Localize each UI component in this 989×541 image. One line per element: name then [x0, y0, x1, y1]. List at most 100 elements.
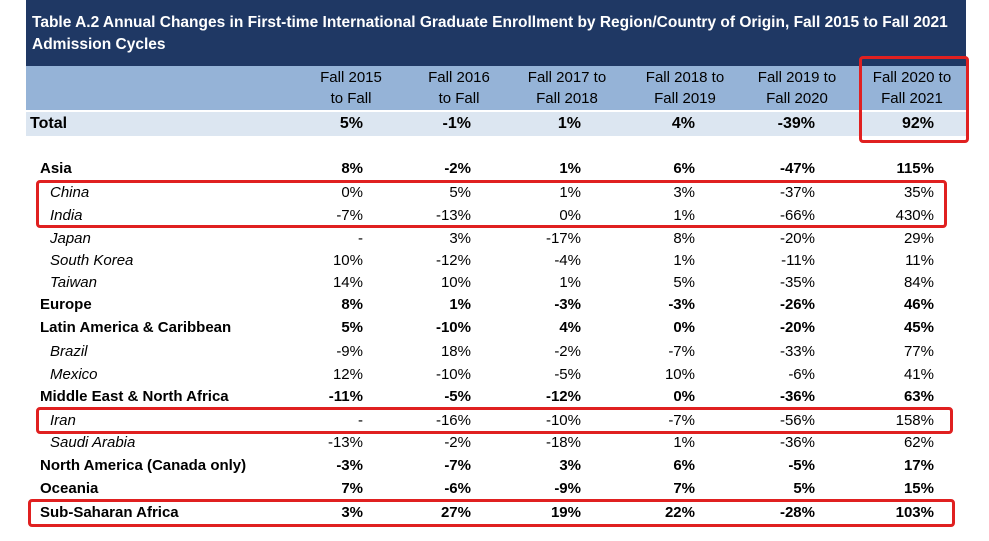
cell-value: -7% [668, 343, 695, 360]
highlight-box-sub-saharan-africa [28, 499, 955, 527]
row-label: India [50, 207, 83, 224]
cell-value: -36% [779, 434, 815, 451]
cell-value: -10% [435, 366, 471, 383]
cell-value: 1% [557, 115, 581, 132]
table-row: China 0% 5% 1% 3% -37% 35% [26, 181, 966, 204]
cell-value: 4% [559, 319, 581, 336]
cell-value: -7% [668, 412, 695, 429]
cell-value: -4% [554, 252, 581, 269]
column-header-line: Fall 2018 [536, 90, 598, 107]
cell-value: 103% [895, 504, 934, 521]
column-header-line: Fall 2016 [428, 69, 490, 86]
cell-value: 46% [903, 296, 934, 313]
column-header-row: Fall 2015 to Fall Fall 2016 to Fall Fall… [26, 66, 966, 110]
cell-value: -13% [327, 434, 363, 451]
cell-value: 63% [903, 388, 934, 405]
cell-value: -6% [788, 366, 815, 383]
column-header: Fall 2018 to Fall 2019 [630, 66, 740, 110]
cell-value: -66% [779, 207, 815, 224]
cell-value: 115% [896, 160, 934, 177]
cell-value: -20% [779, 230, 815, 247]
cell-value: 4% [671, 115, 695, 132]
table-row: India -7% -13% 0% 1% -66% 430% [26, 204, 966, 227]
highlight-box-china-india [36, 180, 947, 228]
table-row: Japan - 3% -17% 8% -20% 29% [26, 227, 966, 250]
row-label: Brazil [50, 343, 88, 360]
table-row: Mexico 12% -10% -5% 10% -6% 41% [26, 363, 966, 386]
row-label: North America (Canada only) [40, 457, 247, 474]
cell-value: 1% [559, 274, 581, 291]
cell-value: 1% [449, 296, 471, 313]
table-row: Asia 8% -2% 1% 6% -47% 115% [26, 157, 966, 180]
cell-value: 8% [673, 230, 695, 247]
highlight-box-iran [36, 407, 953, 434]
cell-value: -35% [779, 274, 815, 291]
cell-value: 84% [903, 274, 934, 291]
cell-value: 5% [339, 115, 363, 132]
cell-value: -3% [668, 296, 695, 313]
cell-value: 18% [440, 343, 471, 360]
row-label: South Korea [50, 252, 134, 269]
cell-value: 0% [673, 388, 695, 405]
row-label: Mexico [50, 366, 98, 383]
cell-value: 0% [341, 184, 363, 201]
cell-value: 7% [341, 480, 363, 497]
table-row: Iran - -16% -10% -7% -56% 158% [26, 409, 966, 432]
column-header: Fall 2015 to Fall [296, 66, 406, 110]
column-header: Fall 2019 to Fall 2020 [742, 66, 852, 110]
cell-value: 11% [905, 252, 934, 269]
row-label: Japan [50, 230, 91, 247]
cell-value: 1% [559, 184, 581, 201]
cell-value: -13% [435, 207, 471, 224]
cell-value: 3% [449, 230, 471, 247]
cell-value: -11% [781, 252, 815, 269]
row-label: Sub-Saharan Africa [40, 504, 179, 521]
column-header: Fall 2017 to Fall 2018 [512, 66, 622, 110]
column-header-line: Fall 2019 to [757, 69, 837, 86]
cell-value: 10% [664, 366, 695, 383]
cell-value: -39% [777, 115, 815, 132]
cell-value: -1% [442, 115, 471, 132]
cell-value: -47% [779, 160, 815, 177]
row-label: Asia [40, 160, 72, 177]
cell-value: -2% [444, 160, 471, 177]
cell-value: 62% [903, 434, 934, 451]
cell-value: 5% [673, 274, 695, 291]
table-row: Europe 8% 1% -3% -3% -26% 46% [26, 293, 966, 316]
cell-value: - [358, 230, 363, 247]
row-label: Europe [40, 296, 92, 313]
cell-value: 6% [673, 457, 695, 474]
row-label: Iran [50, 412, 76, 429]
cell-value: -5% [554, 366, 581, 383]
cell-value: -9% [336, 343, 363, 360]
cell-value: -7% [444, 457, 471, 474]
table-row: Taiwan 14% 10% 1% 5% -35% 84% [26, 271, 966, 294]
cell-value: -9% [554, 480, 581, 497]
cell-value: 158% [895, 412, 934, 429]
cell-value: -20% [779, 319, 815, 336]
column-header-line: Fall 2019 [654, 90, 716, 107]
cell-value: -10% [435, 319, 471, 336]
cell-value: 15% [903, 480, 934, 497]
table-title: Table A.2 Annual Changes in First-time I… [26, 0, 966, 66]
cell-value: -18% [545, 434, 581, 451]
cell-value: 8% [341, 296, 363, 313]
cell-value: -16% [435, 412, 471, 429]
table-row: Oceania 7% -6% -9% 7% 5% 15% [26, 477, 966, 500]
column-header-line: Fall 2020 [766, 90, 828, 107]
cell-value: 41% [903, 366, 934, 383]
cell-value: -5% [788, 457, 815, 474]
column-header-line: Fall 2015 [320, 69, 382, 86]
highlight-box-fall2021-total [859, 56, 969, 143]
column-header-line: to Fall [438, 90, 480, 107]
cell-value: 12% [332, 366, 363, 383]
cell-value: 6% [673, 160, 695, 177]
cell-value: 10% [440, 274, 471, 291]
cell-value: 35% [903, 184, 934, 201]
cell-value: -37% [779, 184, 815, 201]
cell-value: 8% [341, 160, 363, 177]
cell-value: -56% [779, 412, 815, 429]
table-row: South Korea 10% -12% -4% 1% -11% 11% [26, 249, 966, 272]
cell-value: 0% [559, 207, 581, 224]
cell-value: 17% [903, 457, 934, 474]
